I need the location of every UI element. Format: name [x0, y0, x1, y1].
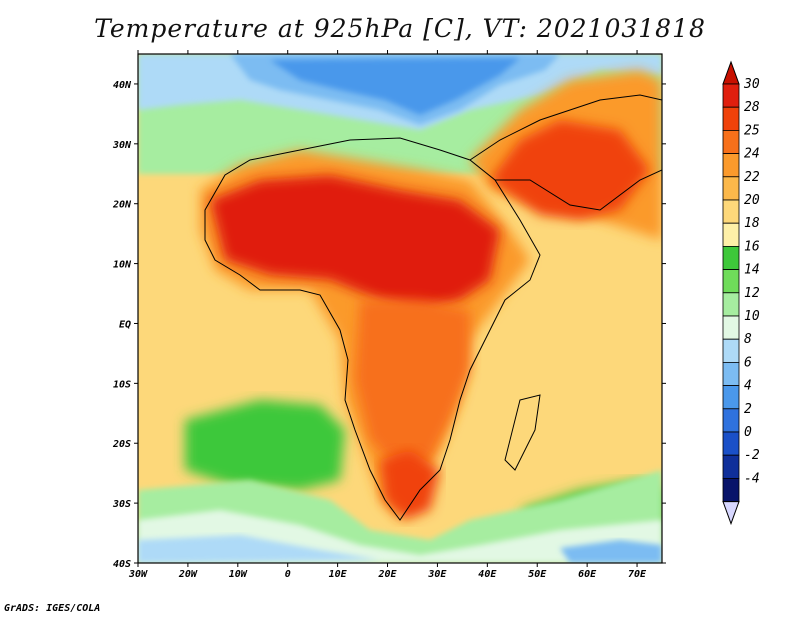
lat-label: 20N — [112, 200, 132, 211]
lon-label: 40E — [478, 569, 497, 580]
latitude-axis: 40N 30N 20N 10N EQ 10S 20S 30S 40S — [112, 80, 666, 570]
plot-frame — [137, 53, 663, 564]
temperature-field — [138, 54, 662, 563]
colorbar-swatch — [722, 477, 740, 502]
colorbar-swatch — [722, 245, 740, 270]
colorbar-label: -4 — [744, 471, 760, 486]
colorbar-swatch — [722, 153, 740, 178]
colorbar-label: 16 — [744, 239, 760, 254]
colorbar-label: 2 — [744, 402, 752, 417]
lon-label: 20W — [178, 569, 198, 580]
colorbar-label: 28 — [744, 100, 760, 115]
lat-label: 40N — [113, 80, 132, 91]
colorbar-label: -2 — [744, 448, 760, 463]
colorbar-label: 30 — [743, 77, 760, 92]
colorbar-bottom-arrow — [722, 501, 740, 526]
lon-label: 60E — [578, 569, 597, 580]
colorbar-swatch — [722, 129, 740, 154]
lat-label: 30N — [112, 140, 132, 151]
coastlines — [204, 94, 662, 521]
colorbar-top-arrow — [722, 60, 740, 85]
lon-label: 70E — [628, 569, 647, 580]
colorbar-label: 20 — [744, 193, 760, 208]
lat-label: 10N — [113, 260, 132, 271]
colorbar-swatch — [722, 269, 740, 294]
colorbar-label: 12 — [744, 286, 760, 301]
colorbar-swatch — [722, 431, 740, 456]
colorbar-label: 22 — [744, 170, 760, 185]
colorbar-swatch — [722, 454, 740, 479]
colorbar-label: 8 — [744, 332, 752, 347]
lon-label: 50E — [528, 569, 547, 580]
lon-label: 10W — [229, 569, 248, 580]
colorbar-label: 18 — [744, 216, 760, 231]
colorbar-swatch — [722, 222, 740, 247]
colorbar-label: 0 — [744, 425, 752, 440]
colorbar-swatch — [722, 315, 740, 340]
colorbar-label: 25 — [744, 123, 760, 138]
longitude-axis: 30W 20W 10W 0 10E 20E 30E 40E 50E 60E 70E — [128, 50, 647, 580]
colorbar-label: 24 — [744, 147, 760, 162]
lon-label: 20E — [377, 569, 397, 580]
colorbar-swatch — [722, 408, 740, 433]
lat-label: EQ — [119, 319, 131, 330]
colorbar-swatch — [722, 199, 740, 224]
colorbar-swatch — [722, 338, 740, 363]
colorbar-label: 14 — [744, 263, 760, 278]
colorbar-swatch — [722, 361, 740, 386]
lat-label: 10S — [113, 379, 131, 390]
lat-label: 40S — [113, 559, 131, 570]
colorbar-swatch — [722, 292, 740, 317]
credit-label: GrADS: IGES/COLA — [4, 603, 101, 614]
colorbar-label: 4 — [744, 379, 752, 394]
map-title: Temperature at 925hPa [C], VT: 202103181… — [94, 14, 706, 43]
colorbar-swatch — [722, 106, 740, 131]
lat-label: 30S — [112, 499, 131, 510]
lon-label: 30E — [427, 569, 447, 580]
colorbar-swatch — [722, 83, 740, 108]
lon-label: 10E — [329, 569, 348, 580]
lon-label: 30W — [128, 569, 148, 580]
colorbar-label: 6 — [744, 355, 752, 370]
lon-label: 0 — [285, 569, 291, 580]
colorbar-label: 10 — [744, 309, 760, 324]
colorbar-swatch — [722, 385, 740, 410]
lat-label: 20S — [112, 439, 131, 450]
colorbar-swatch — [722, 176, 740, 201]
